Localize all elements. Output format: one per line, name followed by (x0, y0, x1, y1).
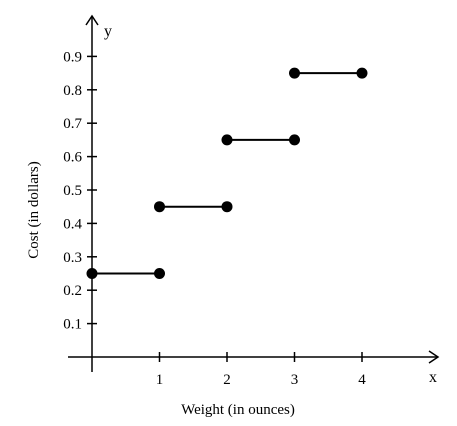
y-tick-label: 0.4 (63, 216, 82, 232)
y-axis-arrow (85, 14, 99, 26)
y-ticks: 0.1 0.2 0.3 0.4 0.5 0.6 0.7 0.8 0.9 (63, 49, 97, 333)
y-tick-label: 0.7 (63, 116, 82, 132)
data-point (289, 134, 300, 146)
data-point (154, 268, 165, 279)
data-point (154, 201, 165, 213)
y-tick-label: 0.6 (63, 150, 82, 166)
data-point (356, 67, 368, 79)
data-point (221, 134, 233, 146)
x-axis-letter: x (429, 369, 437, 386)
y-tick-label: 0.9 (63, 49, 82, 65)
x-tick-label: 4 (358, 372, 366, 388)
y-tick-label: 0.1 (63, 317, 82, 333)
x-ticks: 1 2 3 4 (156, 352, 366, 388)
data-point (289, 67, 300, 79)
x-axis-title: Weight (in ounces) (181, 402, 295, 418)
x-tick-label: 2 (223, 372, 231, 388)
x-tick-label: 3 (291, 372, 299, 388)
data-point (221, 201, 233, 213)
data-point (86, 268, 98, 279)
y-axis-title: Cost (in dollars) (26, 161, 42, 259)
y-tick-label: 0.2 (63, 283, 82, 299)
series-marks (86, 67, 368, 279)
x-axis-arrow (428, 350, 440, 364)
axes (68, 14, 440, 372)
y-tick-label: 0.5 (63, 183, 82, 199)
y-tick-label: 0.3 (63, 250, 82, 266)
x-tick-label: 1 (156, 372, 164, 388)
y-axis-letter: y (104, 23, 112, 40)
y-tick-label: 0.8 (63, 83, 82, 99)
